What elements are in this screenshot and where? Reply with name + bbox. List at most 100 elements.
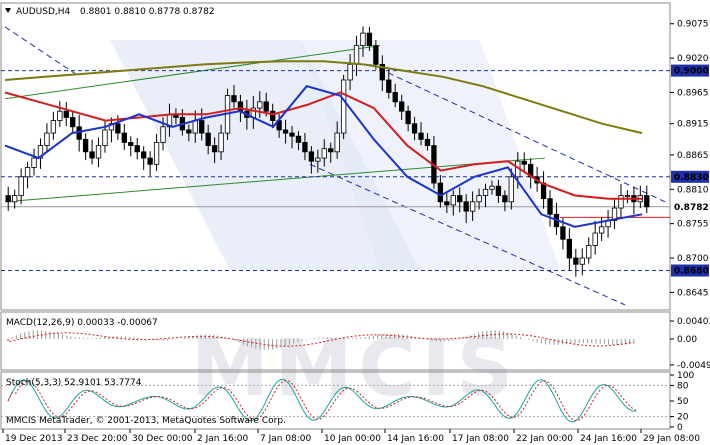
price-bar-body — [573, 257, 579, 265]
price-bar-body — [366, 32, 373, 47]
price-bar-body — [237, 101, 244, 112]
ma-slow-line — [4, 60, 643, 135]
stochastic-panel — [1, 378, 670, 423]
price-bar-body — [489, 185, 495, 190]
price-bar-body — [418, 132, 424, 140]
time-tick-label: 23 Dec 20:00 — [67, 434, 128, 444]
price-bar-body — [444, 201, 450, 206]
price-bar-body — [282, 129, 289, 134]
price-bar-body — [482, 188, 489, 196]
time-tick-label: 14 Jan 16:00 — [387, 434, 444, 444]
price-bar-body — [24, 167, 31, 178]
price-bar-body — [141, 151, 147, 159]
price-bar-body — [579, 257, 585, 265]
price-bar-body — [353, 45, 360, 65]
price-tick-label: 0.8915 — [677, 120, 709, 130]
price-bar-body — [199, 120, 205, 134]
price-bars — [5, 26, 650, 277]
price-bar-body — [257, 101, 263, 109]
stoch-tick-label: 50 — [677, 397, 689, 407]
symbol-label: AUDUSD,H4 — [16, 7, 71, 17]
price-bar-body — [379, 63, 385, 81]
price-bar-body — [618, 195, 624, 209]
price-bar-body — [186, 129, 192, 134]
price-bar-body — [321, 148, 327, 159]
ma-mid-line — [4, 91, 642, 200]
watermark-shape — [300, 40, 560, 270]
level-tag: 0.9000 — [674, 67, 709, 77]
price-bar-body — [12, 195, 18, 203]
price-bar-body — [644, 195, 650, 208]
price-bar-body — [134, 145, 140, 153]
time-tick-label: 10 Jan 00:00 — [324, 434, 381, 444]
macd-tick-label: 0.00 — [677, 335, 697, 345]
price-bar-body — [82, 138, 89, 153]
moving-averages — [4, 60, 643, 228]
price-bar-body — [411, 123, 418, 134]
stoch-tick-label: 100 — [677, 371, 694, 381]
watermark-shape — [110, 40, 420, 270]
price-bar-body — [469, 201, 476, 212]
price-bar-body — [566, 238, 573, 259]
macd-label: MACD(12,26,9) 0.00033 -0.00067 — [6, 318, 158, 328]
price-bar-body — [102, 129, 108, 146]
price-bar-body — [211, 145, 218, 153]
price-bar-body — [95, 145, 102, 159]
price-bar-body — [5, 195, 11, 203]
price-bar-body — [424, 138, 431, 146]
main-panel-frame — [0, 2, 671, 311]
trendline-upper — [4, 45, 381, 100]
price-bar-body — [50, 120, 57, 134]
price-bar-body — [63, 110, 69, 118]
level-tag-bg — [671, 170, 709, 183]
price-bar-body — [624, 195, 631, 197]
level-tag-bg — [671, 264, 709, 277]
price-tick-label: 0.8865 — [677, 151, 709, 161]
channel-line — [369, 63, 666, 203]
watermark: MMCIS — [110, 40, 560, 414]
price-bar-body — [560, 226, 566, 240]
time-tick-label: 30 Dec 00:00 — [132, 434, 193, 444]
time-axis: 19 Dec 2013 23 Dec 20:00 30 Dec 00:00 2 Jan… — [2, 429, 700, 444]
macd-tick-label: -0.00495 — [677, 361, 710, 371]
price-bar-body — [334, 132, 340, 153]
price-bar-body — [231, 95, 237, 103]
price-bar-body — [31, 157, 37, 168]
stoch-tick-label: 0 — [677, 423, 683, 433]
price-bar-body — [508, 176, 514, 203]
macd-tick-label: 0.00403 — [677, 317, 710, 327]
price-bar-body — [18, 176, 24, 196]
price-bar-body — [373, 45, 379, 65]
price-bar-body — [270, 110, 276, 121]
current-price-tag-bg — [671, 200, 709, 213]
macd-axis: 0.00403 0.00 -0.00495 — [670, 317, 710, 371]
price-bar-body — [360, 32, 366, 47]
time-tick-label: 24 Jan 16:00 — [580, 434, 637, 444]
time-tick-label: 29 Jan 08:00 — [643, 434, 700, 444]
macd-panel — [7, 330, 635, 350]
price-bar-body — [502, 195, 508, 203]
price-bar-body — [463, 201, 469, 212]
price-bar-body — [405, 110, 411, 125]
price-bar-body — [70, 117, 76, 128]
price-bar-body — [218, 132, 224, 153]
trendline-lower — [4, 157, 546, 203]
stoch-tick-label: 20 — [677, 413, 689, 423]
channel-line — [4, 26, 81, 78]
stoch-main-line — [7, 378, 637, 423]
ma-fast-line — [4, 85, 643, 228]
copyright-label: MMCIS MetaTrader, © 2001-2013, MetaQuote… — [6, 416, 286, 426]
price-bar-body — [153, 142, 160, 165]
price-bar-body — [598, 226, 605, 234]
price-tick-label: 0.9020 — [677, 54, 709, 64]
price-bar-body — [302, 142, 308, 153]
stoch-tick-label: 80 — [677, 381, 689, 391]
price-bar-body — [121, 132, 127, 143]
price-bar-body — [160, 126, 166, 143]
collapse-arrow-icon[interactable] — [5, 8, 11, 13]
price-bar-body — [450, 195, 456, 206]
price-bar-body — [476, 195, 482, 203]
price-bar-body — [205, 132, 211, 146]
